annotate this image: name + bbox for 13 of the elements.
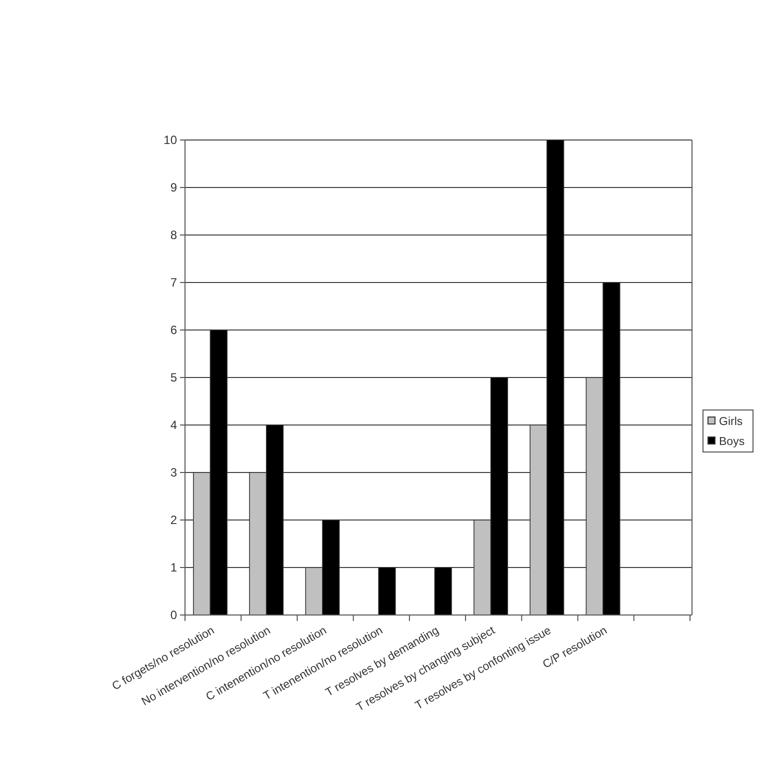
legend-label: Boys <box>719 436 745 448</box>
y-tick-label: 8 <box>170 228 178 242</box>
y-tick-label: 3 <box>170 466 178 480</box>
y-tick-label: 7 <box>170 276 178 290</box>
y-tick-label: 0 <box>170 608 178 622</box>
y-tick-label: 9 <box>170 180 178 195</box>
y-tick-label: 5 <box>170 370 178 385</box>
y-tick-label: 6 <box>170 323 178 338</box>
y-tick-label: 1 <box>170 560 178 575</box>
y-tick-label: 10 <box>164 133 178 148</box>
legend-label: Girls <box>719 416 743 428</box>
y-tick-label: 2 <box>170 513 178 528</box>
y-tick-label: 4 <box>170 418 178 432</box>
